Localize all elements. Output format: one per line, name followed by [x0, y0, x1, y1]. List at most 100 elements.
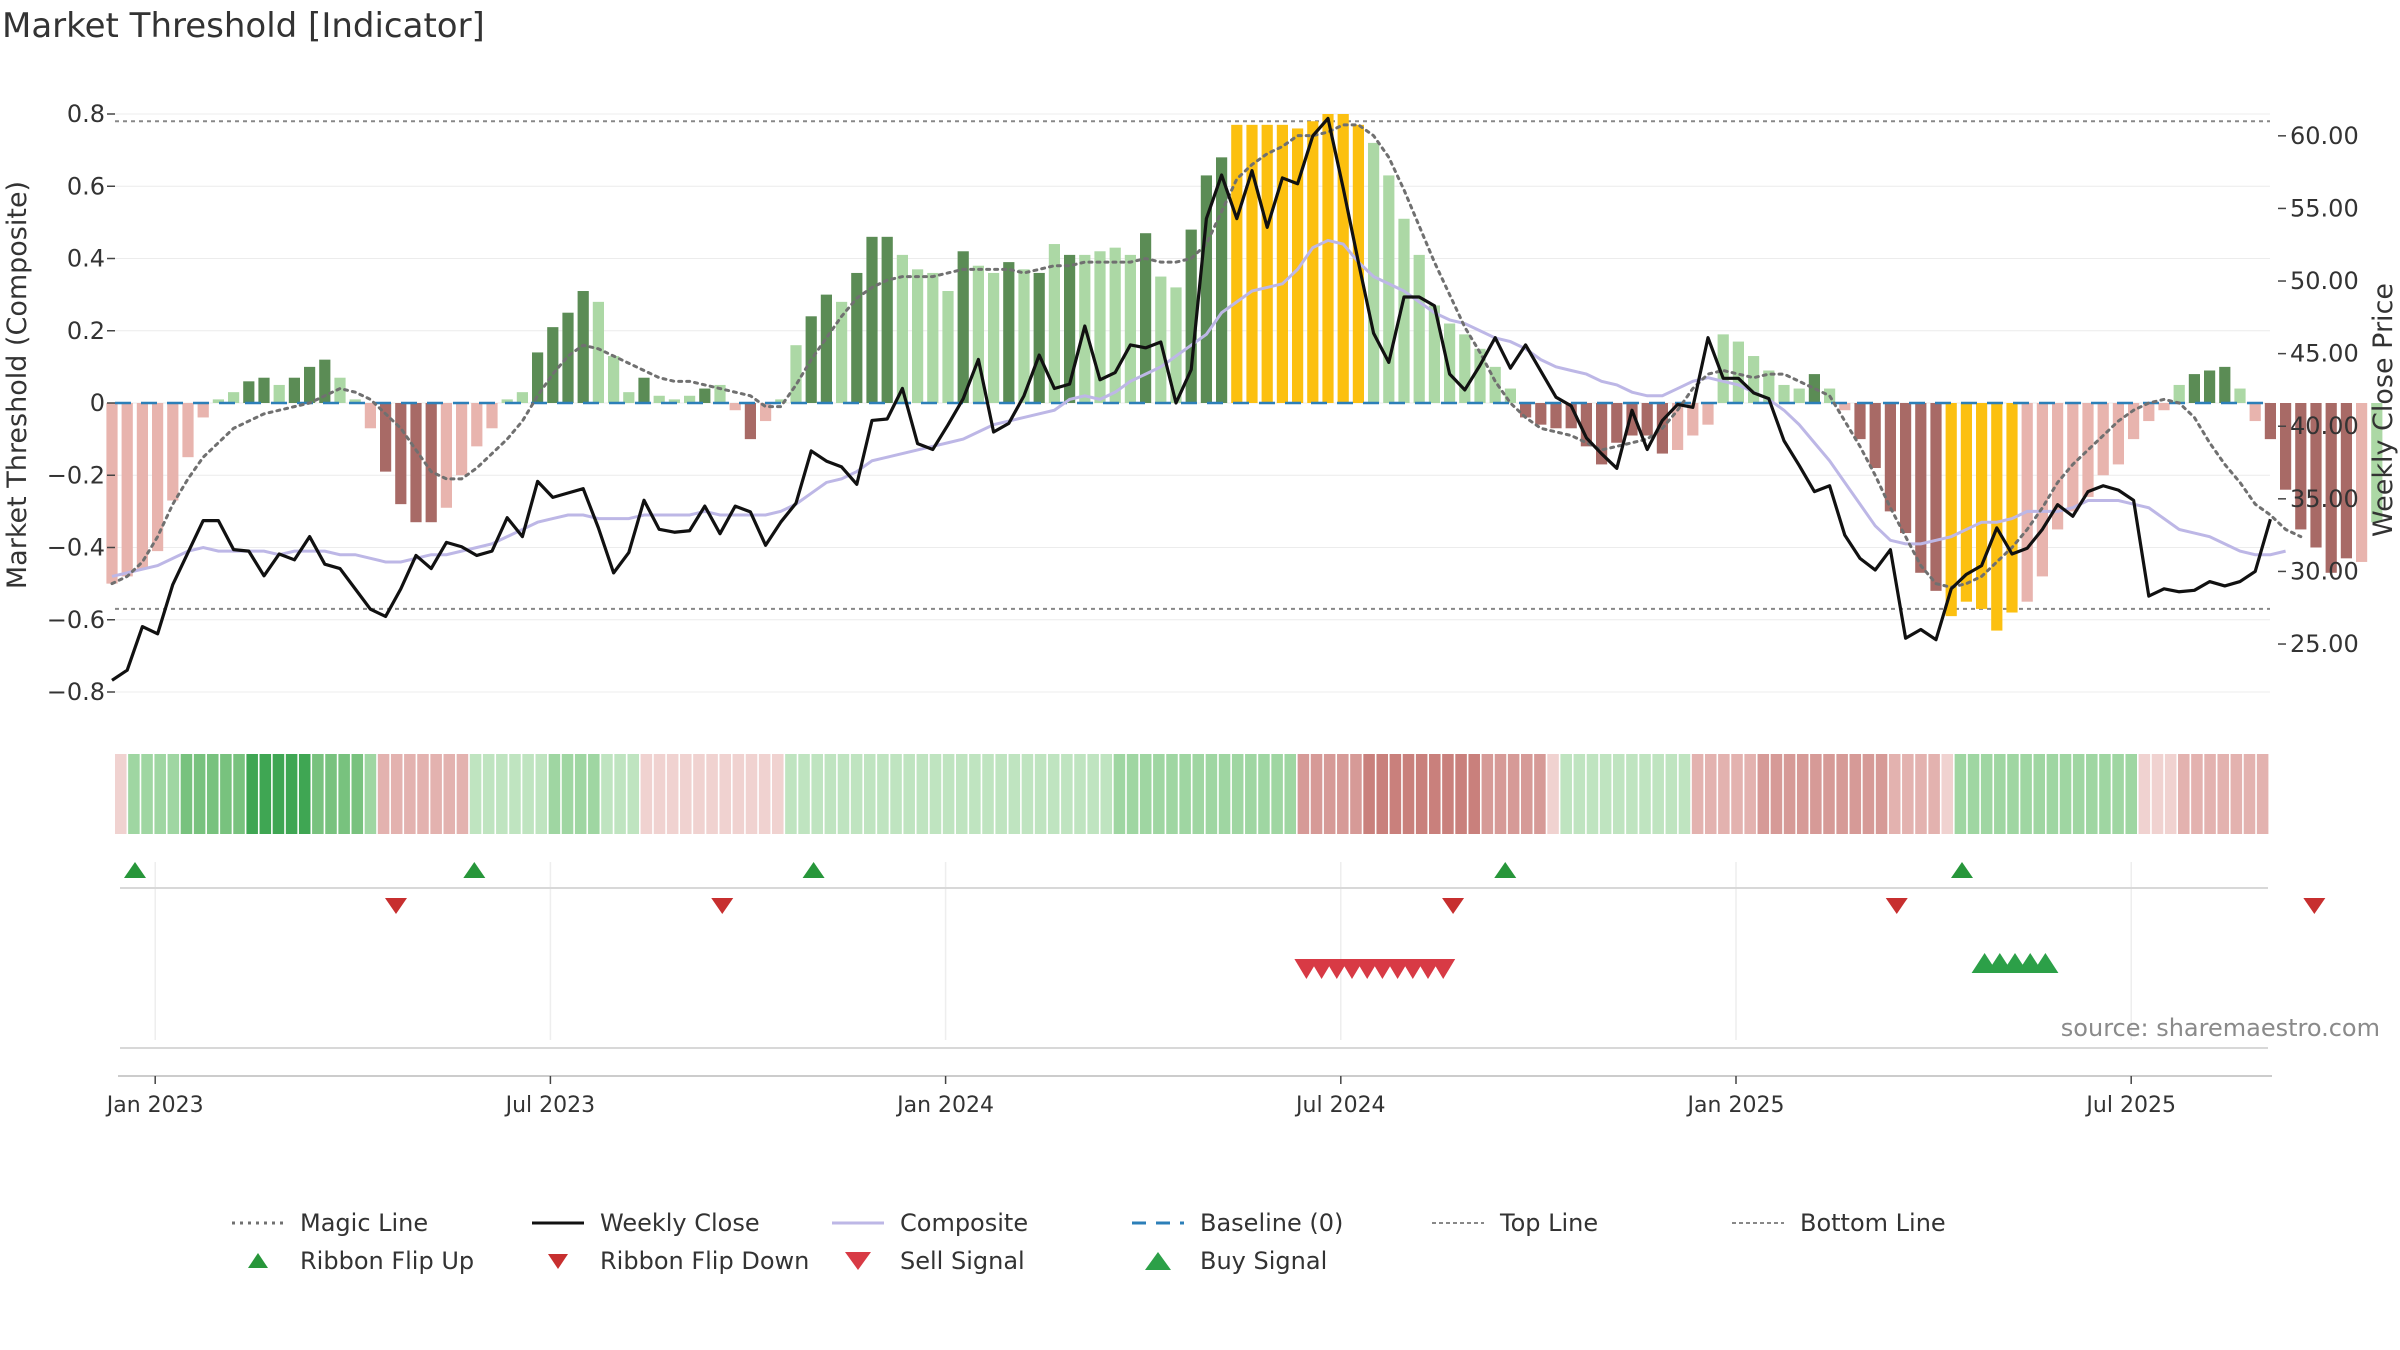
composite-bar [106, 403, 118, 584]
ribbon-cell [693, 754, 705, 834]
composite-bar [410, 403, 422, 523]
composite-bar [1109, 247, 1121, 403]
ribbon-cell [2099, 754, 2111, 834]
ribbon-cell [680, 754, 692, 834]
composite-bar [2280, 403, 2292, 490]
composite-bar [957, 251, 969, 403]
composite-bar [1580, 403, 1592, 447]
composite-bar [258, 377, 270, 403]
ribbon-cell [1402, 754, 1415, 834]
legend-label: Ribbon Flip Down [600, 1247, 810, 1275]
legend-ribbon-flip-up: Ribbon Flip Up [230, 1244, 530, 1278]
ribbon-cell [338, 754, 350, 834]
ribbon-cell [1626, 754, 1638, 834]
composite-bar [881, 236, 893, 403]
composite-bar [228, 392, 240, 403]
ribbon-cell [1902, 754, 1914, 834]
ribbon-cell [798, 754, 810, 834]
ribbon-cell [1205, 754, 1218, 834]
composite-bar [2006, 403, 2018, 613]
ribbon-cell [1521, 754, 1533, 834]
y-left-tick-label: 0.6 [67, 172, 105, 200]
composite-bar [395, 403, 407, 505]
composite-bar [744, 403, 756, 440]
composite-bar [456, 403, 468, 476]
legend-label: Bottom Line [1800, 1209, 1946, 1237]
ribbon-cell [430, 754, 442, 834]
y-left-tick-label: 0 [90, 389, 105, 417]
ribbon-cell [969, 754, 981, 834]
composite-bar [2204, 370, 2216, 403]
composite-bar [486, 403, 498, 429]
ribbon-cell [1008, 754, 1021, 834]
y-right-tick-label: 60.00 [2290, 122, 2359, 150]
ribbon-cell [1823, 754, 1835, 834]
ribbon-cell [1284, 754, 1297, 834]
composite-bar [197, 403, 209, 418]
magic-line [110, 123, 2303, 589]
ribbon-cell [285, 754, 298, 834]
composite-bar [1170, 287, 1182, 403]
composite-bar [1064, 254, 1076, 403]
triangle-down-red-icon [845, 1252, 871, 1270]
composite-bar [927, 272, 939, 403]
ribbon-cell [154, 754, 166, 834]
sell-signal-marker [1416, 959, 1440, 979]
composite-bar [760, 403, 772, 422]
ribbon-cell [2020, 754, 2032, 834]
ribbon-cell [325, 754, 337, 834]
ribbon-cell [1639, 754, 1651, 834]
composite-bar [1383, 175, 1395, 403]
ribbon-flip-down-marker [385, 898, 407, 914]
ribbon-cell [588, 754, 600, 834]
ribbon-cell [666, 754, 679, 834]
ribbon-cell [877, 754, 889, 834]
ribbon-cell [233, 754, 245, 834]
lavender-line-icon [832, 1221, 884, 1225]
ribbon-cell [1429, 754, 1441, 834]
composite-bar [1732, 341, 1744, 403]
sell-signal-marker [1355, 959, 1380, 979]
ribbon-cell [1718, 754, 1730, 834]
composite-bar [1641, 403, 1653, 436]
ribbon-cell [141, 754, 153, 834]
ribbon-cell [2217, 754, 2229, 834]
composite-bar [1626, 403, 1638, 436]
composite-bar [1216, 157, 1228, 403]
composite-bar [2188, 374, 2200, 403]
ribbon-cell [1455, 754, 1467, 834]
composite-bar [638, 377, 650, 403]
legend-weekly-close: Weekly Close [530, 1206, 830, 1240]
composite-bar [623, 392, 635, 403]
composite-bar [1778, 384, 1790, 403]
composite-bar [836, 301, 848, 403]
dotted-gray-line-icon [1432, 1222, 1484, 1224]
composite-bar [2021, 403, 2033, 602]
ribbon-cell [1507, 754, 1520, 834]
ribbon-cell [1231, 754, 1244, 834]
ribbon-cell [1980, 754, 1993, 834]
ribbon-cell [1376, 754, 1389, 834]
y-left-tick-label: 0.4 [67, 245, 105, 273]
ribbon-cell [706, 754, 718, 834]
triangle-down-icon [548, 1254, 568, 1269]
composite-bar [820, 294, 832, 403]
ribbon-cell [1560, 754, 1572, 834]
ribbon-cell [1389, 754, 1402, 834]
composite-bar [349, 399, 361, 403]
composite-bar [319, 359, 331, 403]
composite-bar [1185, 229, 1197, 403]
ribbon-cell [745, 754, 758, 834]
legend-label: Ribbon Flip Up [300, 1247, 475, 1275]
composite-bar [2097, 403, 2109, 476]
legend-sell-signal: Sell Signal [830, 1244, 1130, 1278]
composite-bar [1003, 262, 1015, 403]
composite-bar [1444, 323, 1456, 403]
composite-bar [1033, 272, 1045, 403]
composite-bar [866, 236, 878, 403]
sell-signal-marker [1385, 959, 1410, 979]
ribbon-cell [443, 754, 456, 834]
composite-bar [1368, 142, 1380, 403]
composite-bar [775, 399, 787, 403]
ribbon-cell [1337, 754, 1349, 834]
